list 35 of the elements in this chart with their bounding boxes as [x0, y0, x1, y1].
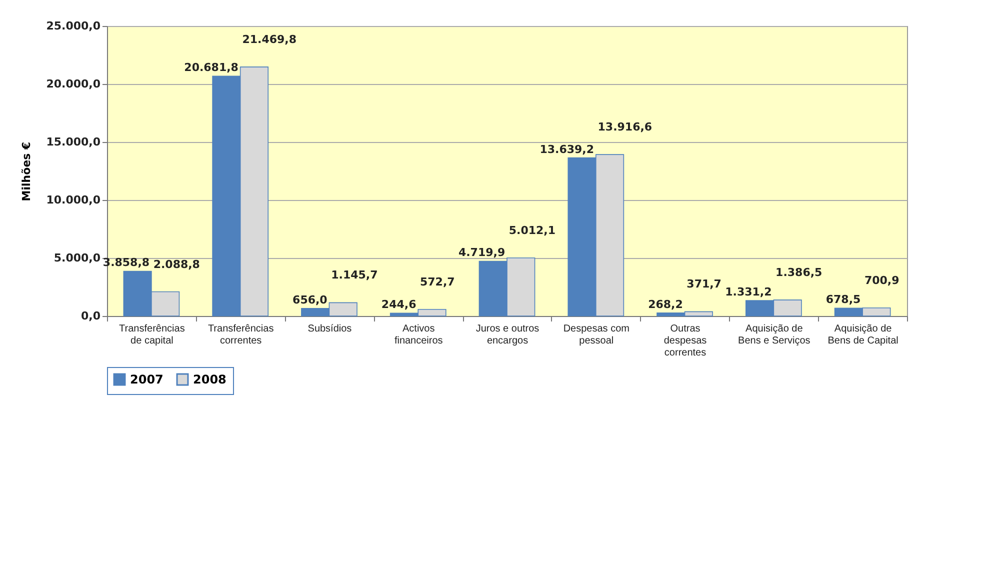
data-label: 371,7: [686, 278, 722, 291]
x-tick-label: Transferências correntes: [208, 324, 274, 346]
data-label: 656,0: [292, 293, 328, 306]
data-label: 13.639,2: [540, 142, 594, 156]
data-label: 21.469,8: [242, 32, 297, 46]
legend-label: 2007: [130, 372, 164, 387]
y-tick-label: 20.000,0: [46, 78, 101, 90]
legend-label: 2008: [193, 372, 226, 387]
data-label: 1.331,2: [725, 286, 772, 299]
data-label: 1.386,5: [776, 266, 822, 279]
x-tick-label: Aquisição de Bens de Capital: [828, 324, 898, 346]
x-tick-label: Aquisição de Bens e Serviços: [738, 324, 810, 346]
y-tick-label: 25.000,0: [46, 20, 101, 32]
x-tick-label: Transferências de capital: [119, 324, 185, 346]
data-label: 20.681,8: [184, 61, 238, 74]
x-tick-label: Activos financeiros: [394, 324, 443, 346]
x-tick-label: Subsídios: [308, 324, 352, 334]
x-tick-label: Outras despesas correntes: [664, 324, 707, 358]
data-label: 572,7: [420, 275, 455, 288]
y-axis-title: Milhões €: [20, 142, 34, 202]
data-label: 5.012,1: [508, 224, 556, 237]
y-tick-label: 0,0: [81, 310, 101, 322]
y-tick-label: 15.000,0: [46, 136, 101, 148]
data-label: 678,5: [826, 293, 861, 306]
data-label: 700,9: [864, 274, 900, 287]
data-label: 244,6: [381, 298, 417, 312]
data-label: 2.088,8: [153, 258, 200, 271]
data-label: 4.719,9: [458, 246, 506, 260]
x-tick-label: Juros e outros encargos: [476, 324, 540, 346]
data-label: 13.916,6: [598, 120, 652, 134]
data-label: 1.145,7: [331, 268, 378, 282]
x-tick-label: Despesas com pessoal: [563, 324, 630, 346]
y-tick-label: 10.000,0: [46, 194, 101, 206]
y-tick-label: 5.000,0: [54, 252, 101, 264]
data-label: 268,2: [648, 298, 683, 311]
